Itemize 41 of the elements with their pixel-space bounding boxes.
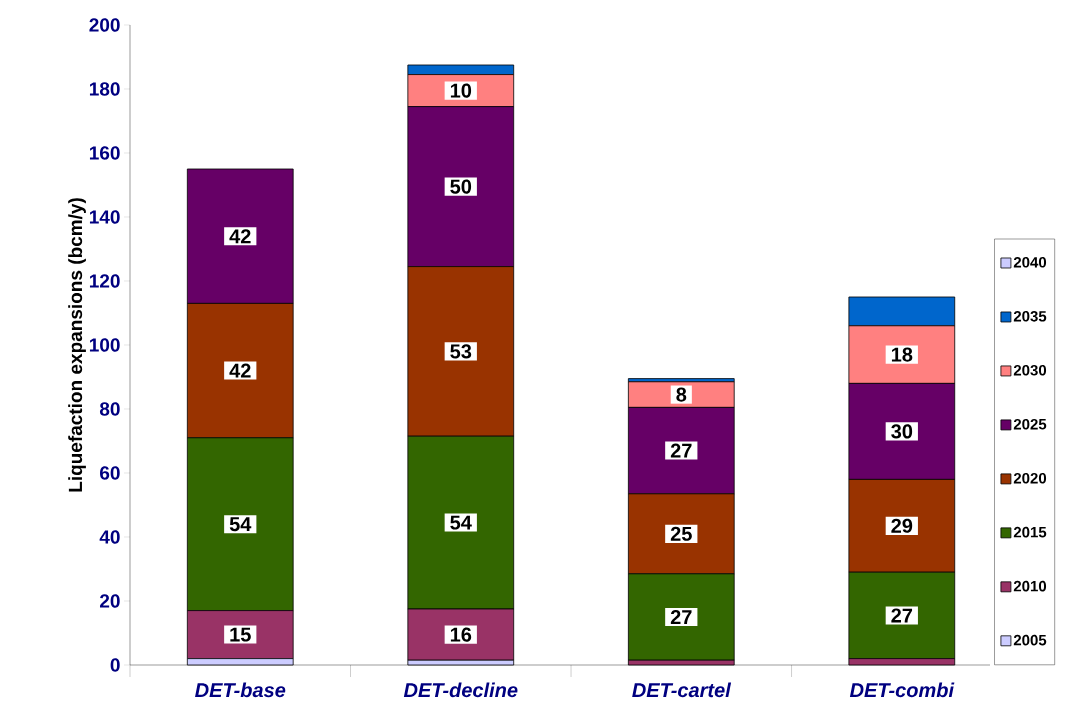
- y-tick-label: 140: [89, 210, 120, 224]
- y-tick-label: 0: [110, 658, 120, 672]
- y-tick-label: 180: [89, 82, 120, 96]
- x-tick-label: DET-cartel: [632, 682, 732, 698]
- data-label: 42: [229, 363, 251, 378]
- data-label: 10: [450, 83, 472, 98]
- legend-label: 2035: [1013, 310, 1047, 322]
- data-label: 54: [450, 515, 472, 530]
- data-label: 15: [230, 627, 251, 642]
- data-label: 18: [891, 347, 913, 362]
- y-tick-label: 40: [99, 530, 120, 544]
- data-label: 8: [676, 387, 687, 402]
- x-tick-label: DET-decline: [403, 682, 518, 698]
- x-tick-label: DET-base: [195, 682, 286, 698]
- y-tick-label: 100: [89, 338, 120, 352]
- data-label: 42: [229, 229, 251, 244]
- y-tick-label: 160: [89, 146, 120, 160]
- y-tick-label: 200: [89, 18, 120, 32]
- legend-label: 2040: [1013, 257, 1047, 268]
- legend-label: 2030: [1013, 364, 1047, 376]
- y-axis-title: Liquefaction expansions (bcm/y): [68, 198, 86, 492]
- x-tick-label: DET-combi: [849, 682, 955, 698]
- data-label: 30: [891, 424, 913, 439]
- legend-label: 2010: [1013, 580, 1047, 592]
- legend-label: 2020: [1013, 472, 1047, 484]
- data-label: 25: [670, 526, 692, 541]
- data-label: 54: [229, 517, 252, 532]
- y-tick-label: 120: [89, 274, 120, 288]
- legend-label: 2015: [1013, 526, 1047, 538]
- legend-label: 2025: [1013, 418, 1047, 430]
- data-label: 27: [891, 608, 913, 623]
- y-tick-label: 20: [99, 594, 120, 608]
- data-label: 53: [450, 344, 472, 359]
- data-label: 50: [450, 179, 472, 194]
- legend-label: 2005: [1013, 634, 1047, 646]
- data-label: 27: [670, 610, 692, 624]
- data-label: 27: [670, 443, 692, 458]
- y-tick-label: 80: [99, 402, 120, 416]
- y-tick-label: 60: [100, 466, 120, 480]
- data-label: 16: [450, 627, 472, 642]
- data-label: 29: [891, 518, 913, 533]
